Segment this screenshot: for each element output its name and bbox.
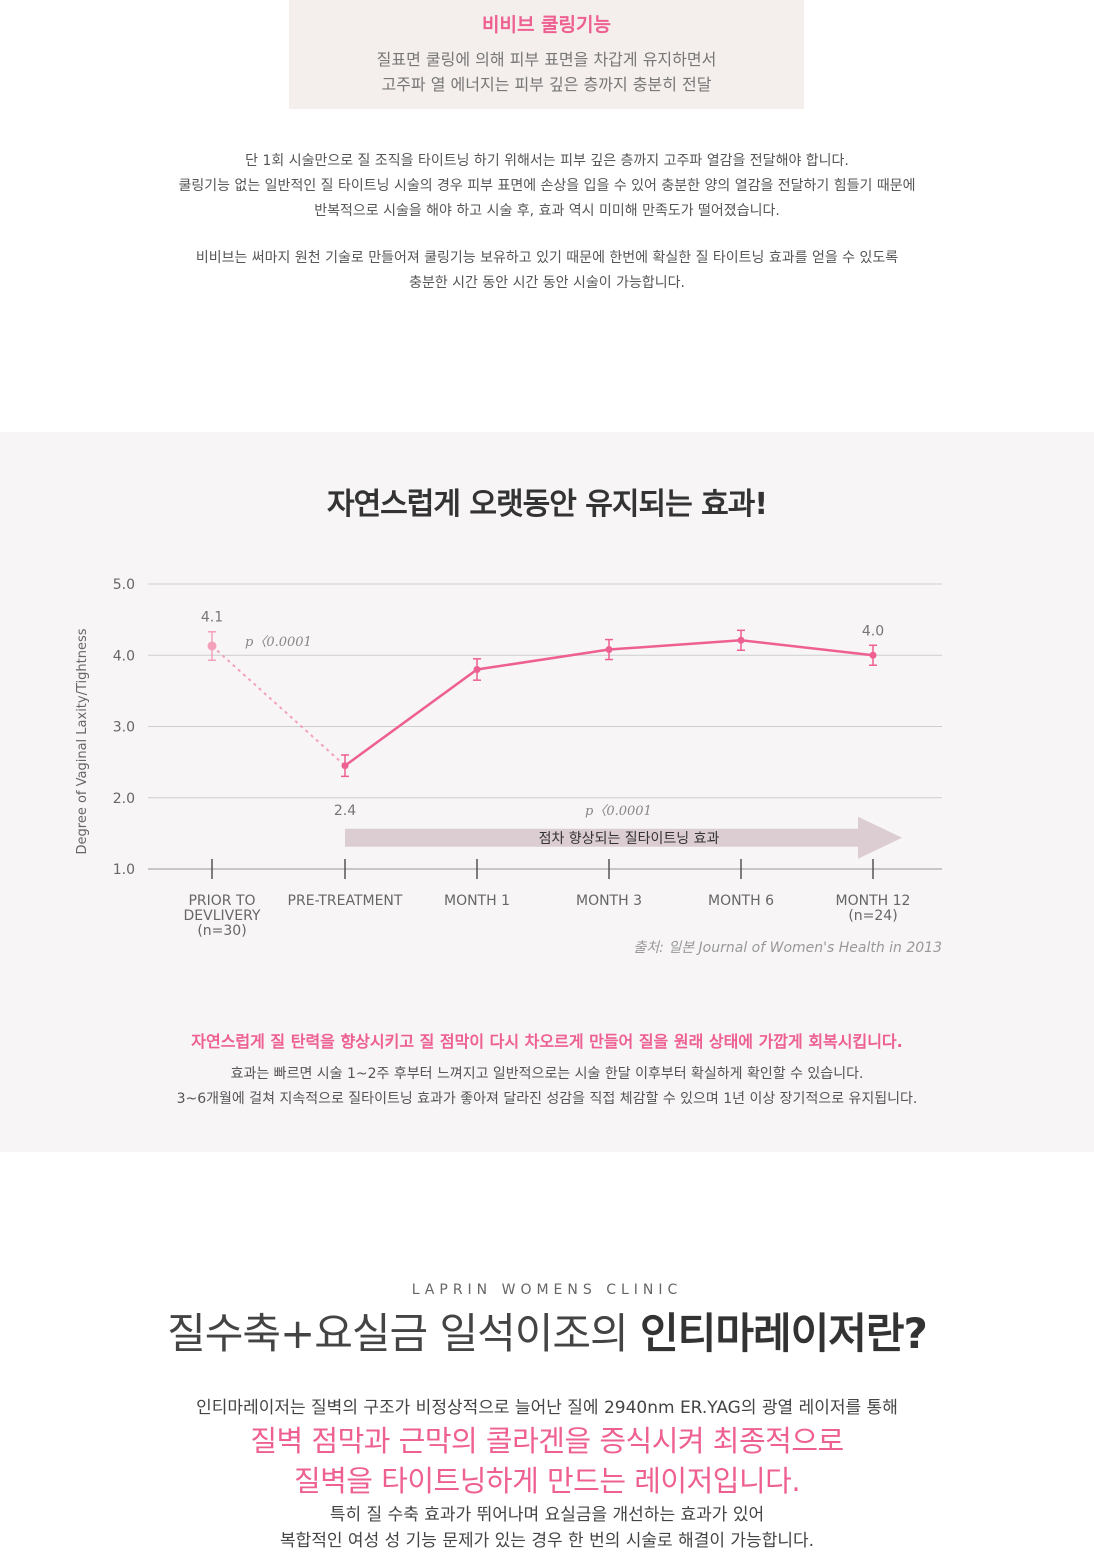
line-chart: 5.0 4.0 3.0 2.0 1.0 Degree of Vaginal Laxity/… — [75, 577, 942, 956]
chart-note-pink: 자연스럽게 질 탄력을 향상시키고 질 점막이 다시 차오르게 만들어 질을 원… — [191, 1032, 903, 1051]
y-tick-label: 2.0 — [113, 791, 135, 807]
x-tick-label: (n=24) — [848, 908, 897, 924]
chart-section: 자연스럽게 오랫동안 유지되는 효과! 5.0 4.0 3.0 2.0 1.0 Degre… — [0, 432, 1094, 1152]
cooling-feature-line-1: 질표면 쿨링에 의해 피부 표면을 차갑게 유지하면서 — [376, 50, 717, 69]
data-label: 4.1 — [201, 610, 223, 626]
pink-highlight-1: 질벽 점막과 근막의 콜라겐을 증식시켜 최종적으로 — [250, 1424, 844, 1458]
pink-highlight-2: 질벽을 타이트닝하게 만드는 레이저입니다. — [293, 1464, 801, 1498]
chart-section-title: 자연스럽게 오랫동안 유지되는 효과! — [326, 487, 768, 522]
chart-note-line-1: 효과는 빠르면 시술 1~2주 후부터 느껴지고 일반적으로는 시술 한달 이후… — [230, 1066, 864, 1082]
x-tick-label: MONTH 3 — [576, 893, 642, 909]
data-label: 2.4 — [334, 803, 356, 819]
y-axis-label: Degree of Vaginal Laxity/Tightness — [75, 628, 90, 854]
x-tick-label: MONTH 12 — [836, 893, 911, 909]
series-segment-dotted — [211, 645, 346, 767]
x-tick-label: MONTH 1 — [444, 893, 510, 909]
data-point — [869, 651, 877, 659]
x-tick-label: PRIOR TO — [188, 893, 255, 909]
x-tick-label: PRE-TREATMENT — [288, 893, 403, 909]
desc-line-2: 특히 질 수축 효과가 뛰어나며 요실금을 개선하는 효과가 있어 — [329, 1505, 765, 1525]
intro-line-1: 단 1회 시술만으로 질 조직을 타이트닝 하기 위해서는 피부 깊은 층까지 … — [245, 153, 849, 169]
chart-note-line-2: 3~6개월에 걸쳐 지속적으로 질타이트닝 효과가 좋아져 달라진 성감을 직접… — [176, 1091, 918, 1107]
data-point — [737, 636, 745, 644]
x-tick-label: DEVLIVERY — [184, 908, 261, 924]
improvement-arrow — [345, 816, 902, 859]
data-point — [207, 641, 217, 651]
data-point — [341, 762, 349, 770]
y-tick-label: 3.0 — [113, 720, 135, 736]
cooling-feature-box: 비비브 쿨링기능 질표면 쿨링에 의해 피부 표면을 차갑게 유지하면서 고주파… — [289, 0, 804, 109]
x-tick-label: (n=30) — [197, 923, 246, 939]
x-tick-label: MONTH 6 — [708, 893, 774, 909]
data-point — [473, 666, 481, 673]
data-label: 4.0 — [862, 623, 884, 639]
intima-laser-heading: 질수축+요실금 일석이조의 인티마레이저란? — [0, 1300, 1094, 1361]
heading-light: 질수축+요실금 일석이조의 — [167, 1309, 641, 1358]
chart-source: 출처: 일본 Journal of Women's Health in 2013 — [633, 940, 942, 956]
intro-line-4: 비비브는 써마지 원천 기술로 만들어져 쿨링기능 보유하고 있기 때문에 한번… — [195, 250, 899, 266]
y-tick-label: 1.0 — [113, 862, 135, 878]
heading-bold: 인티마레이저란? — [640, 1309, 928, 1358]
cooling-feature-line-2: 고주파 열 에너지는 피부 깊은 층까지 충분히 전달 — [381, 75, 712, 94]
arrow-label: 점차 향상되는 질타이트닝 효과 — [539, 831, 720, 847]
y-tick-label: 5.0 — [113, 577, 135, 593]
desc-line-3: 복합적인 여성 성 기능 문제가 있는 경우 한 번의 시술로 해결이 가능합니… — [279, 1531, 815, 1551]
cooling-feature-title: 비비브 쿨링기능 — [482, 14, 611, 36]
intro-line-3: 반복적으로 시술을 해야 하고 시술 후, 효과 역시 미미해 만족도가 떨어졌… — [314, 203, 780, 219]
desc-line-1: 인티마레이저는 질벽의 구조가 비정상적으로 늘어난 질에 2940nm ER.… — [196, 1398, 898, 1418]
clinic-label: LAPRIN WOMENS CLINIC — [411, 1282, 683, 1298]
intro-line-5: 충분한 시간 동안 시간 동안 시술이 가능합니다. — [409, 275, 685, 291]
data-point — [605, 646, 613, 654]
intro-line-2: 쿨링기능 없는 일반적인 질 타이트닝 시술의 경우 피부 표면에 손상을 입을… — [178, 178, 916, 194]
p-value-label: p〈0.0001 — [245, 635, 312, 650]
y-tick-label: 4.0 — [113, 648, 135, 664]
p-value-label: p〈0.0001 — [585, 804, 652, 819]
